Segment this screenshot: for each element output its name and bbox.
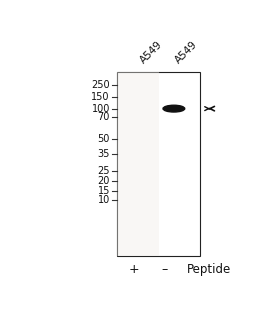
Text: 15: 15	[97, 186, 110, 196]
Text: A549: A549	[173, 39, 199, 66]
Text: +: +	[129, 263, 139, 276]
Text: 250: 250	[91, 80, 110, 90]
Text: 35: 35	[97, 149, 110, 159]
Text: A549: A549	[138, 39, 164, 66]
Text: 25: 25	[97, 166, 110, 176]
Text: 100: 100	[92, 104, 110, 114]
Text: 150: 150	[91, 92, 110, 102]
Ellipse shape	[163, 105, 185, 112]
Text: 50: 50	[97, 134, 110, 144]
Bar	[118, 72, 159, 256]
Text: 70: 70	[97, 112, 110, 122]
Text: Peptide: Peptide	[187, 263, 231, 276]
Bar	[118, 72, 200, 256]
Text: 10: 10	[98, 195, 110, 205]
Text: –: –	[161, 263, 167, 276]
Text: 20: 20	[97, 175, 110, 186]
